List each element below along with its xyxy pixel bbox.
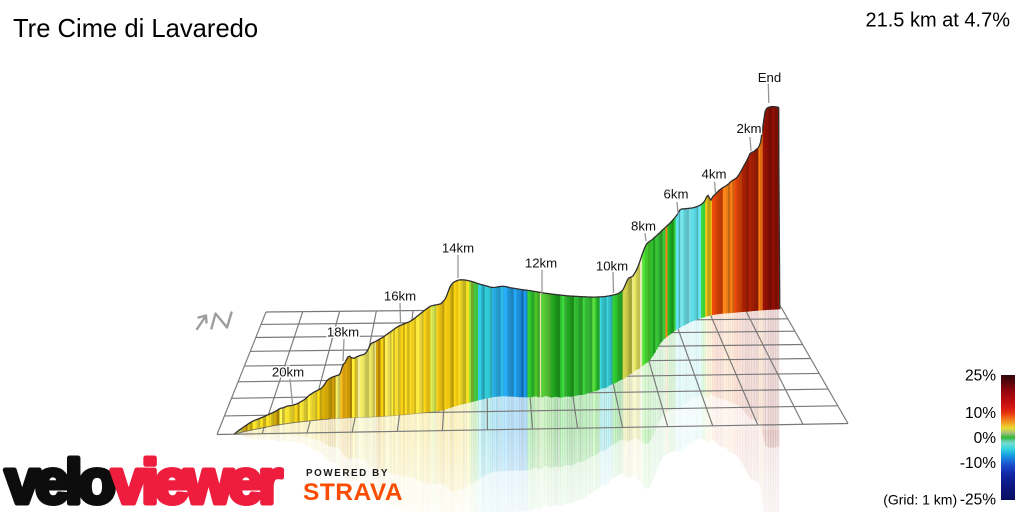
svg-text:4km: 4km	[702, 167, 727, 182]
svg-text:10%: 10%	[965, 405, 996, 422]
svg-text:End: End	[758, 70, 781, 85]
svg-text:STRAVA: STRAVA	[303, 479, 403, 506]
svg-text:12km: 12km	[525, 256, 557, 271]
svg-text:20km: 20km	[272, 365, 304, 380]
svg-text:21.5 km at 4.7%: 21.5 km at 4.7%	[865, 10, 1010, 32]
svg-text:(Grid: 1 km): (Grid: 1 km)	[883, 492, 961, 508]
svg-text:25%: 25%	[965, 368, 996, 385]
svg-text:-25%: -25%	[960, 492, 996, 509]
svg-text:0%: 0%	[974, 430, 997, 447]
svg-text:6km: 6km	[664, 187, 689, 202]
svg-text:10km: 10km	[596, 259, 628, 274]
svg-text:-10%: -10%	[960, 455, 996, 472]
svg-text:2km: 2km	[737, 121, 762, 136]
svg-text:8km: 8km	[631, 219, 656, 234]
svg-text:18km: 18km	[327, 325, 359, 340]
svg-text:POWERED BY: POWERED BY	[306, 468, 389, 479]
svg-text:16km: 16km	[384, 289, 416, 304]
svg-text:14km: 14km	[442, 241, 474, 256]
svg-text:Tre Cime di Lavaredo: Tre Cime di Lavaredo	[13, 15, 258, 43]
svg-text:veloviewer: veloviewer	[5, 448, 282, 512]
